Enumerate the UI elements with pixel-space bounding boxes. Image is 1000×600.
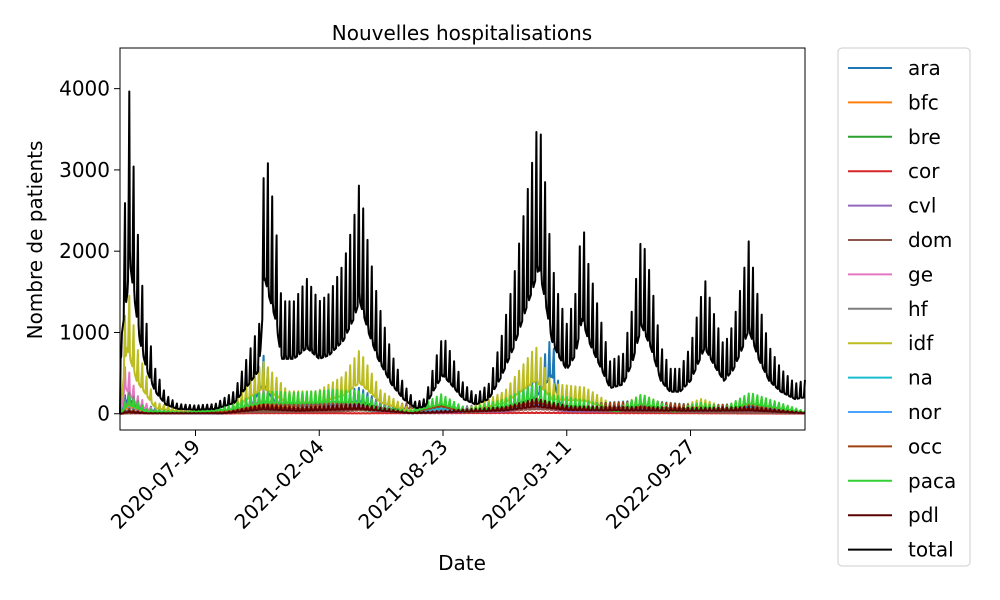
x-tick-label: 2020-07-19 [106, 435, 205, 534]
legend-label-total: total [908, 538, 954, 562]
x-tick-label: 2022-09-27 [601, 435, 700, 534]
legend: ara bfc bre cor cvl dom ge hf idf na nor occ paca pdl… [837, 47, 971, 567]
legend-label-dom: dom [908, 228, 952, 252]
x-axis: 2020-07-19 2021-02-04 2021-08-23 2022-03-11… [106, 430, 700, 534]
legend-label-ge: ge [908, 262, 933, 286]
legend-label-cvl: cvl [908, 194, 936, 218]
legend-box [837, 47, 971, 567]
series-line-pdl [119, 397, 806, 415]
y-axis: 0 1000 2000 3000 4000 [59, 77, 120, 426]
legend-label-paca: paca [908, 469, 956, 493]
legend-label-bre: bre [908, 125, 941, 149]
y-tick-label: 3000 [59, 158, 110, 182]
x-tick-label: 2021-08-23 [353, 435, 452, 534]
legend-label-hf: hf [908, 297, 929, 321]
x-tick-label: 2022-03-11 [477, 435, 576, 534]
y-axis-label: Nombre de patients [23, 141, 47, 340]
legend-label-idf: idf [908, 331, 934, 355]
plot-area [119, 90, 806, 415]
series-line-total [119, 90, 806, 414]
y-tick-label: 4000 [59, 77, 110, 101]
y-tick-label: 0 [97, 402, 110, 426]
y-tick-label: 2000 [59, 239, 110, 263]
x-axis-label: Date [438, 551, 486, 575]
y-tick-label: 1000 [59, 320, 110, 344]
chart-title: Nouvelles hospitalisations [332, 21, 592, 45]
legend-label-na: na [908, 366, 933, 390]
legend-label-ara: ara [908, 56, 941, 80]
plot-frame [119, 47, 806, 431]
x-tick-label: 2021-02-04 [230, 435, 329, 534]
legend-label-pdl: pdl [908, 503, 939, 527]
legend-label-nor: nor [908, 400, 942, 424]
legend-label-bfc: bfc [908, 90, 939, 114]
legend-label-occ: occ [908, 434, 942, 458]
legend-label-cor: cor [908, 159, 940, 183]
